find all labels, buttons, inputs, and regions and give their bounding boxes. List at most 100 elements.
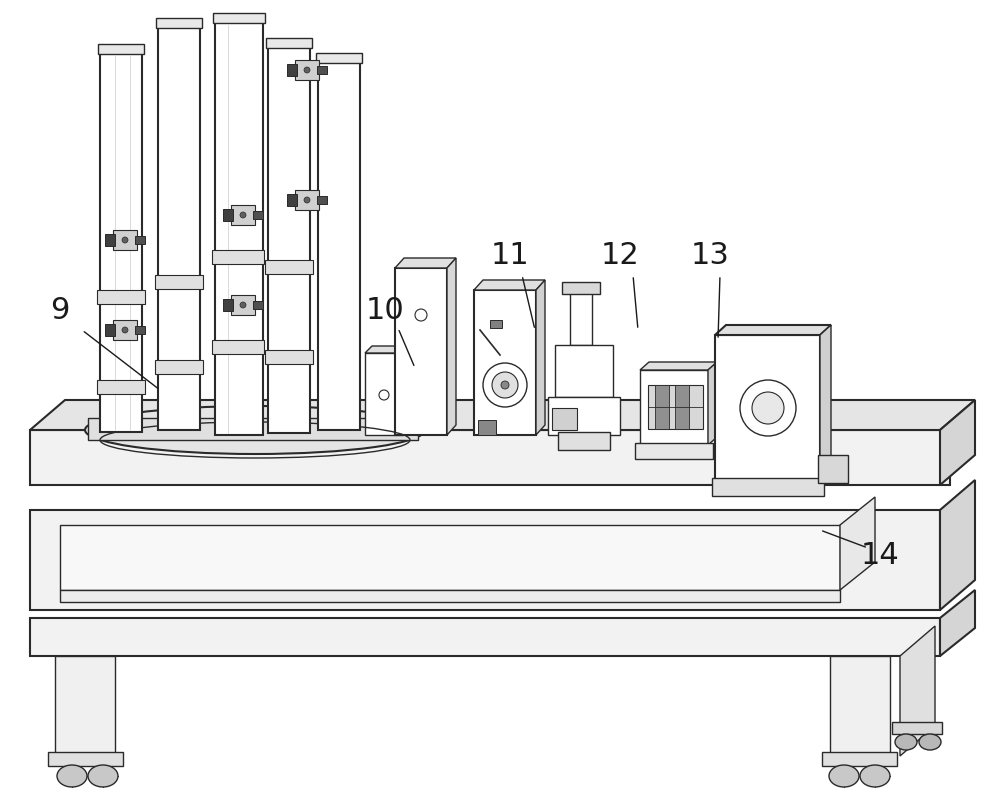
Bar bbox=[287, 64, 297, 76]
Bar bbox=[30, 510, 940, 610]
Ellipse shape bbox=[860, 765, 890, 787]
Ellipse shape bbox=[895, 734, 917, 750]
Bar bbox=[317, 66, 327, 74]
Bar bbox=[295, 60, 319, 80]
Ellipse shape bbox=[57, 765, 87, 787]
Bar bbox=[212, 340, 264, 354]
Bar bbox=[113, 230, 137, 250]
Circle shape bbox=[501, 381, 509, 389]
Bar bbox=[60, 525, 840, 590]
Bar bbox=[712, 478, 824, 496]
Bar bbox=[818, 455, 848, 483]
Bar bbox=[548, 397, 620, 435]
Bar bbox=[105, 324, 115, 336]
Bar bbox=[318, 60, 360, 430]
Bar bbox=[830, 656, 890, 756]
Circle shape bbox=[240, 302, 246, 308]
Bar bbox=[155, 275, 203, 289]
Bar bbox=[675, 385, 689, 429]
Bar bbox=[253, 301, 263, 309]
Circle shape bbox=[122, 237, 128, 243]
Bar bbox=[640, 370, 708, 445]
Polygon shape bbox=[715, 325, 831, 335]
Bar bbox=[215, 20, 263, 435]
Polygon shape bbox=[395, 258, 456, 268]
Bar bbox=[715, 335, 820, 480]
Bar bbox=[105, 234, 115, 246]
Bar bbox=[474, 290, 536, 435]
Bar bbox=[100, 50, 142, 432]
Polygon shape bbox=[900, 626, 935, 756]
Polygon shape bbox=[447, 258, 456, 435]
Bar bbox=[48, 752, 123, 766]
Bar bbox=[478, 420, 496, 435]
Ellipse shape bbox=[829, 765, 859, 787]
Polygon shape bbox=[940, 480, 975, 610]
Bar bbox=[55, 656, 115, 756]
Text: 12: 12 bbox=[601, 240, 639, 269]
Circle shape bbox=[240, 212, 246, 218]
Circle shape bbox=[483, 363, 527, 407]
Circle shape bbox=[740, 380, 796, 436]
Bar bbox=[316, 53, 362, 63]
Bar bbox=[155, 360, 203, 374]
Bar bbox=[490, 320, 502, 328]
Bar bbox=[635, 443, 713, 459]
Polygon shape bbox=[940, 590, 975, 656]
Ellipse shape bbox=[88, 765, 118, 787]
Ellipse shape bbox=[919, 734, 941, 750]
Ellipse shape bbox=[85, 406, 425, 454]
Text: 10: 10 bbox=[366, 296, 404, 325]
Text: 13: 13 bbox=[691, 240, 729, 269]
Polygon shape bbox=[820, 325, 831, 480]
Bar bbox=[98, 44, 144, 54]
Bar bbox=[158, 25, 200, 430]
Bar bbox=[253, 211, 263, 219]
Bar bbox=[231, 295, 255, 315]
Polygon shape bbox=[640, 362, 717, 370]
Bar bbox=[113, 320, 137, 340]
Bar bbox=[562, 282, 600, 294]
Circle shape bbox=[304, 67, 310, 73]
Bar bbox=[88, 418, 418, 440]
Polygon shape bbox=[474, 280, 545, 290]
Text: 14: 14 bbox=[861, 541, 899, 570]
Bar bbox=[231, 205, 255, 225]
Bar bbox=[223, 209, 233, 221]
Bar bbox=[555, 345, 613, 397]
Bar bbox=[570, 290, 592, 345]
Polygon shape bbox=[940, 400, 975, 485]
Text: 9: 9 bbox=[50, 296, 70, 325]
Bar bbox=[892, 722, 942, 734]
Bar bbox=[30, 618, 940, 656]
Bar bbox=[558, 432, 610, 450]
Polygon shape bbox=[708, 362, 717, 445]
Bar bbox=[135, 236, 145, 244]
Circle shape bbox=[752, 392, 784, 424]
Bar bbox=[30, 430, 950, 485]
Bar bbox=[156, 18, 202, 28]
Bar bbox=[213, 13, 265, 23]
Bar bbox=[365, 353, 403, 435]
Polygon shape bbox=[840, 497, 875, 590]
Bar bbox=[97, 290, 145, 304]
Bar bbox=[212, 250, 264, 264]
Bar bbox=[60, 590, 840, 602]
Bar bbox=[317, 196, 327, 204]
Bar bbox=[266, 38, 312, 48]
Bar bbox=[265, 350, 313, 364]
Text: 11: 11 bbox=[491, 240, 529, 269]
Bar bbox=[822, 752, 897, 766]
Bar bbox=[268, 45, 310, 433]
Bar bbox=[135, 326, 145, 334]
Bar bbox=[295, 190, 319, 210]
Bar bbox=[265, 260, 313, 274]
Bar bbox=[395, 268, 447, 435]
Bar bbox=[648, 385, 703, 429]
Bar bbox=[223, 299, 233, 311]
Bar bbox=[97, 380, 145, 394]
Bar bbox=[287, 194, 297, 206]
Circle shape bbox=[492, 372, 518, 398]
Polygon shape bbox=[30, 400, 975, 430]
Polygon shape bbox=[365, 346, 410, 353]
